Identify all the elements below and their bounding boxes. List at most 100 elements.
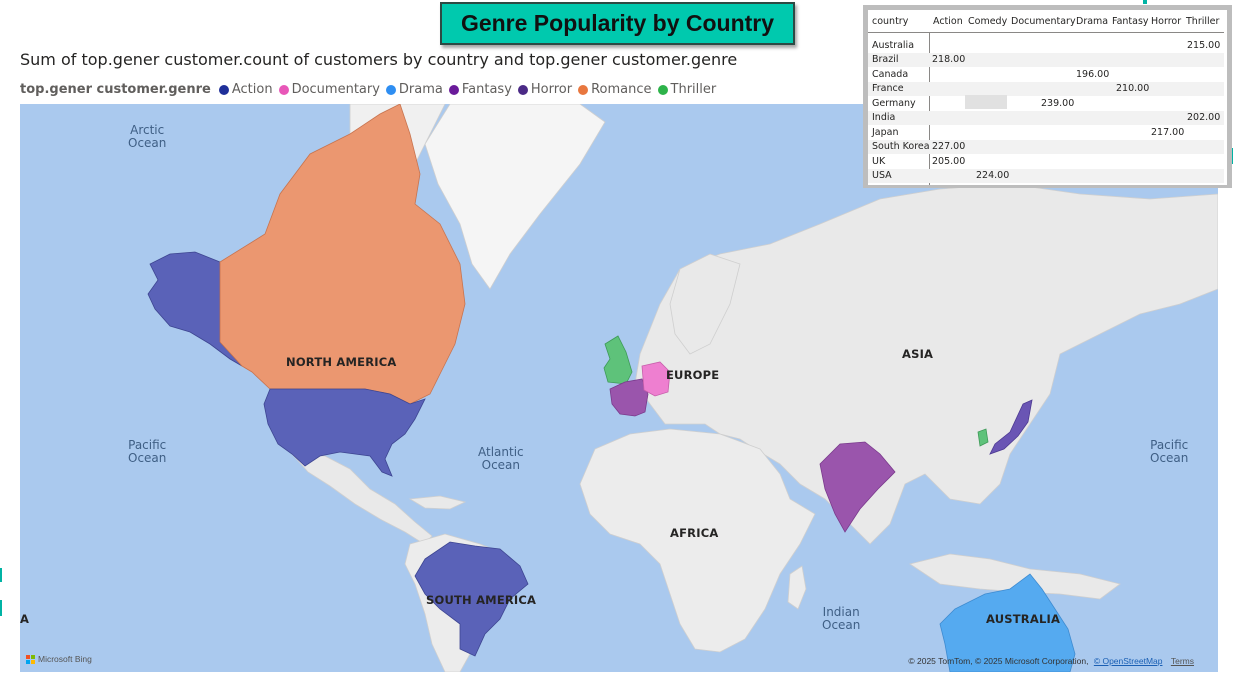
row-header-cell: Australia: [872, 39, 915, 51]
country-india[interactable]: [819, 441, 896, 533]
legend-label: Thriller: [670, 82, 717, 97]
legend-label: Drama: [398, 82, 443, 97]
row-header-cell: Brazil: [872, 54, 899, 66]
table-row-australia[interactable]: Australia 215.00: [868, 38, 1224, 53]
land-eurasia: [634, 183, 1218, 545]
table-row-brazil[interactable]: Brazil 218.00: [868, 52, 1224, 67]
row-header-cell: France: [872, 83, 904, 95]
legend-label: Horror: [530, 82, 573, 97]
column-header-action[interactable]: Action: [933, 16, 963, 27]
land-madagascar: [787, 565, 807, 610]
legend-item-drama[interactable]: Drama: [385, 82, 443, 97]
column-header-horror[interactable]: Horror: [1151, 16, 1182, 27]
land-greenland: [424, 104, 606, 290]
map-attribution: © 2025 TomTom, © 2025 Microsoft Corporat…: [908, 656, 1194, 666]
table-row-japan[interactable]: Japan 217.00: [868, 125, 1224, 140]
value-cell: 202.00: [1187, 112, 1221, 124]
openstreetmap-link[interactable]: © OpenStreetMap: [1093, 656, 1163, 666]
country-brazil[interactable]: [414, 541, 529, 657]
legend-item-fantasy[interactable]: Fantasy: [448, 82, 512, 97]
continent-label-south-america: SOUTH AMERICA: [426, 593, 537, 607]
ocean-label-arctic: Arctic Ocean: [128, 123, 167, 150]
ocean-label-indian: Indian Ocean: [822, 605, 861, 632]
legend-label: Action: [231, 82, 273, 97]
country-germany[interactable]: [641, 361, 671, 397]
column-header-documentary[interactable]: Documentary: [1011, 16, 1076, 27]
value-cell: 215.00: [1187, 39, 1221, 51]
country-usa[interactable]: [263, 388, 426, 477]
country-alaska[interactable]: [147, 251, 243, 367]
value-cell: 205.00: [932, 155, 966, 167]
continent-label-edge: A: [20, 612, 30, 626]
value-cell: 218.00: [932, 54, 966, 66]
report-title: Genre Popularity by Country: [460, 10, 775, 36]
country-australia[interactable]: [939, 573, 1076, 672]
column-header-thriller[interactable]: Thriller: [1186, 16, 1220, 27]
legend-item-romance[interactable]: Romance: [578, 82, 652, 97]
bing-logo: Microsoft Bing: [26, 654, 92, 664]
legend-label: Documentary: [291, 82, 380, 97]
land-scandinavia: [669, 253, 741, 355]
legend-dot-icon: [578, 84, 589, 95]
accent-mark-left-2: [0, 600, 2, 616]
column-header-fantasy[interactable]: Fantasy: [1112, 16, 1149, 27]
continent-label-australia: AUSTRALIA: [986, 612, 1061, 626]
column-header-drama[interactable]: Drama: [1076, 16, 1109, 27]
row-header-cell: South Korea: [872, 141, 930, 153]
column-header-country[interactable]: country: [872, 16, 909, 27]
row-header-cell: UK: [872, 155, 886, 167]
attribution-text: © 2025 TomTom, © 2025 Microsoft Corporat…: [908, 656, 1089, 666]
bing-label: Microsoft Bing: [38, 654, 92, 664]
legend-dot-icon: [448, 84, 459, 95]
legend-dot-icon: [218, 84, 229, 95]
row-header-cell: India: [872, 112, 896, 124]
ocean-label-pacific-west: Pacific Ocean: [128, 438, 167, 465]
value-cell: 227.00: [932, 141, 966, 153]
column-header-comedy[interactable]: Comedy: [968, 16, 1008, 27]
legend-dot-icon: [657, 84, 668, 95]
continent-label-north-america: NORTH AMERICA: [286, 355, 397, 369]
table-row-canada[interactable]: Canada 196.00: [868, 67, 1224, 82]
legend-item-documentary[interactable]: Documentary: [278, 82, 380, 97]
table-row-usa[interactable]: USA 224.00: [868, 168, 1224, 183]
filled-map-visual[interactable]: Sum of top.gener customer.count of custo…: [16, 48, 1219, 676]
table-row-germany[interactable]: Germany 239.00: [868, 96, 1224, 111]
blank-cell-highlight: [965, 95, 1007, 109]
row-header-cell: USA: [872, 170, 892, 182]
map-canvas[interactable]: [20, 104, 1218, 672]
table-row-france[interactable]: France 210.00: [868, 81, 1224, 96]
table-row-uk[interactable]: UK 205.00: [868, 154, 1224, 169]
table-row-india[interactable]: India 202.00: [868, 110, 1224, 125]
map-visual-title: Sum of top.gener customer.count of custo…: [20, 50, 738, 69]
legend-item-thriller[interactable]: Thriller: [657, 82, 717, 97]
accent-mark-left: [0, 568, 2, 582]
continent-label-asia: ASIA: [902, 347, 934, 361]
ocean-label-pacific-east: Pacific Ocean: [1150, 438, 1189, 465]
legend-dot-icon: [278, 84, 289, 95]
terms-link[interactable]: Terms: [1170, 656, 1194, 666]
legend-item-action[interactable]: Action: [218, 82, 273, 97]
value-cell: 224.00: [976, 170, 1010, 182]
table-row-south-korea[interactable]: South Korea 227.00: [868, 139, 1224, 154]
country-japan[interactable]: [989, 399, 1033, 455]
country-genre-matrix[interactable]: country Action Comedy Documentary Drama …: [863, 5, 1232, 188]
country-south-korea[interactable]: [977, 428, 989, 447]
row-header-divider: [929, 33, 930, 185]
country-france[interactable]: [609, 378, 649, 417]
value-cell: 196.00: [1076, 68, 1110, 80]
legend-dot-icon: [517, 84, 528, 95]
value-cell: 217.00: [1151, 126, 1185, 138]
accent-mark-top: [1143, 0, 1147, 4]
country-uk[interactable]: [603, 335, 633, 385]
row-header-cell: Japan: [872, 126, 899, 138]
value-cell: 210.00: [1116, 83, 1150, 95]
matrix-header: country Action Comedy Documentary Drama …: [868, 10, 1224, 33]
legend-label: Romance: [591, 82, 652, 97]
continent-label-europe: EUROPE: [666, 368, 720, 382]
land-africa: [579, 428, 816, 653]
legend-item-horror[interactable]: Horror: [517, 82, 573, 97]
world-map[interactable]: Arctic Ocean Pacific Ocean Atlantic Ocea…: [20, 104, 1218, 672]
legend-title: top.gener customer.genre: [20, 82, 211, 97]
microsoft-logo-icon: [26, 654, 35, 664]
